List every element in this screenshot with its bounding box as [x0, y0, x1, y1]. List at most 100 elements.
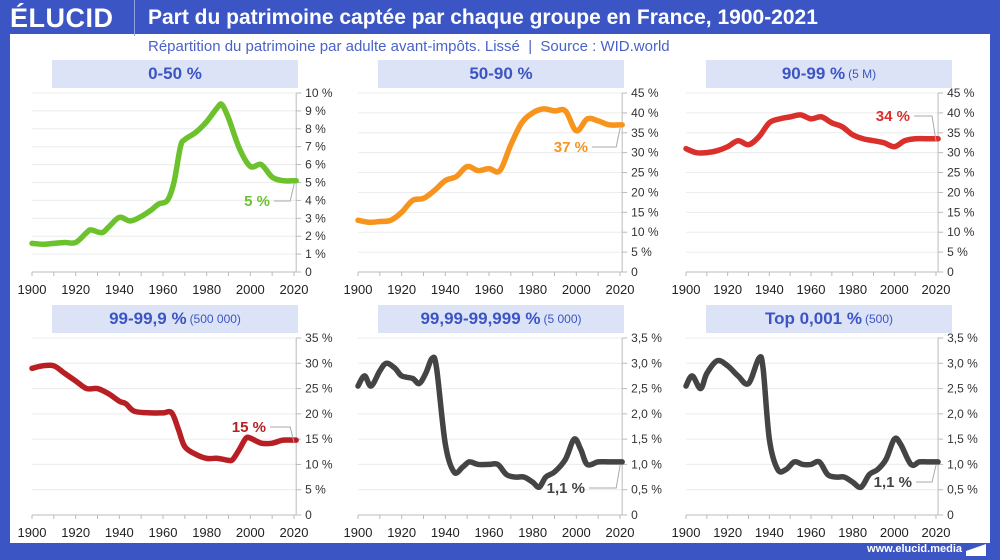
y-tick-label: 0 — [631, 265, 638, 279]
y-tick-label: 0 — [947, 265, 954, 279]
y-tick-label: 10 % — [305, 86, 333, 100]
x-tick-label: 1900 — [672, 525, 701, 540]
x-tick-label: 2020 — [606, 282, 635, 297]
x-tick-label: 1900 — [672, 282, 701, 297]
end-value-label: 1,1 % — [547, 480, 585, 497]
y-tick-label: 2,5 % — [631, 382, 662, 396]
y-tick-label: 1,0 % — [631, 457, 662, 471]
y-tick-label: 3,0 % — [631, 356, 662, 370]
x-tick-label: 1980 — [518, 525, 547, 540]
y-tick-label: 3,0 % — [947, 356, 978, 370]
y-tick-label: 25 % — [305, 382, 333, 396]
subtitle: Répartition du patrimoine par adulte ava… — [148, 38, 670, 55]
x-tick-label: 2000 — [236, 282, 265, 297]
x-tick-label: 1960 — [475, 282, 504, 297]
x-tick-label: 1940 — [105, 282, 134, 297]
panel-title: 99-99,9 % (500 000) — [52, 305, 298, 333]
y-tick-label: 45 % — [947, 86, 975, 100]
footer-link[interactable]: www.elucid.media — [867, 543, 962, 555]
y-tick-label: 30 % — [305, 356, 333, 370]
panel-title-text: 90-99 % — [781, 64, 846, 83]
y-tick-label: 35 % — [305, 331, 333, 345]
y-tick-label: 1,5 % — [631, 432, 662, 446]
x-tick-label: 1960 — [149, 282, 178, 297]
x-tick-label: 1940 — [431, 525, 460, 540]
y-tick-label: 40 % — [631, 106, 659, 120]
y-tick-label: 0 — [305, 265, 312, 279]
series-line — [355, 354, 625, 491]
x-tick-label: 1980 — [192, 525, 221, 540]
y-tick-label: 5 % — [631, 245, 652, 259]
y-tick-label: 0 — [947, 508, 954, 522]
x-tick-label: 1900 — [344, 282, 373, 297]
y-tick-label: 25 % — [947, 166, 975, 180]
panel-title-note: (500 000) — [189, 312, 241, 326]
x-tick-label: 2020 — [922, 282, 951, 297]
y-tick-label: 10 % — [631, 225, 659, 239]
panel-title-note: (5 000) — [543, 312, 582, 326]
x-tick-label: 2000 — [236, 525, 265, 540]
y-tick-label: 35 % — [947, 126, 975, 140]
x-tick-label: 1940 — [431, 282, 460, 297]
page-title: Part du patrimoine captée par chaque gro… — [148, 6, 818, 29]
y-tick-label: 15 % — [305, 432, 333, 446]
x-tick-label: 2000 — [562, 282, 591, 297]
header-bar — [0, 0, 1000, 36]
y-tick-label: 0,5 % — [947, 483, 978, 497]
y-tick-label: 10 % — [947, 225, 975, 239]
x-tick-label: 1920 — [713, 525, 742, 540]
y-tick-label: 3,5 % — [947, 331, 978, 345]
x-tick-label: 1920 — [387, 525, 416, 540]
x-tick-label: 1960 — [149, 525, 178, 540]
y-tick-label: 2,5 % — [947, 382, 978, 396]
x-tick-label: 1900 — [18, 525, 47, 540]
x-tick-label: 1940 — [755, 282, 784, 297]
x-tick-label: 1900 — [344, 525, 373, 540]
y-tick-label: 6 % — [305, 158, 326, 172]
x-tick-label: 2020 — [280, 282, 309, 297]
x-tick-label: 2020 — [606, 525, 635, 540]
series-line — [29, 101, 299, 248]
panel-title: 50-90 % — [378, 60, 624, 88]
y-tick-label: 2,0 % — [947, 407, 978, 421]
header-divider — [134, 0, 135, 36]
x-tick-label: 2020 — [280, 525, 309, 540]
y-tick-label: 1,0 % — [947, 457, 978, 471]
end-value-label: 5 % — [244, 193, 270, 210]
y-tick-label: 0,5 % — [631, 483, 662, 497]
panel-title: 0-50 % — [52, 60, 298, 88]
x-tick-label: 2000 — [880, 282, 909, 297]
elucid-mark-icon — [966, 544, 986, 556]
x-tick-label: 2000 — [562, 525, 591, 540]
panel-title-text: 99-99,9 % — [109, 309, 187, 328]
y-tick-label: 25 % — [631, 166, 659, 180]
panel-title-note: (5 M) — [848, 67, 877, 81]
x-tick-label: 1920 — [713, 282, 742, 297]
x-tick-label: 1920 — [61, 525, 90, 540]
y-tick-label: 5 % — [947, 245, 968, 259]
end-value-label: 1,1 % — [874, 474, 912, 491]
y-tick-label: 2,0 % — [631, 407, 662, 421]
x-tick-label: 1960 — [797, 282, 826, 297]
panel-title-note: (500) — [864, 312, 893, 326]
y-tick-label: 0 — [631, 508, 638, 522]
y-tick-label: 15 % — [947, 205, 975, 219]
x-tick-label: 1980 — [838, 282, 867, 297]
y-tick-label: 30 % — [947, 146, 975, 160]
y-tick-label: 1,5 % — [947, 432, 978, 446]
y-tick-label: 8 % — [305, 122, 326, 136]
x-tick-label: 1940 — [755, 525, 784, 540]
y-tick-label: 9 % — [305, 104, 326, 118]
y-tick-label: 35 % — [631, 126, 659, 140]
x-tick-label: 2000 — [880, 525, 909, 540]
y-tick-label: 30 % — [631, 146, 659, 160]
x-tick-label: 1980 — [192, 282, 221, 297]
y-tick-label: 20 % — [305, 407, 333, 421]
x-tick-label: 1920 — [61, 282, 90, 297]
y-tick-label: 5 % — [305, 483, 326, 497]
x-tick-label: 2020 — [922, 525, 951, 540]
annotation-leader — [914, 115, 937, 142]
y-tick-label: 40 % — [947, 106, 975, 120]
y-tick-label: 2 % — [305, 229, 326, 243]
x-tick-label: 1980 — [838, 525, 867, 540]
